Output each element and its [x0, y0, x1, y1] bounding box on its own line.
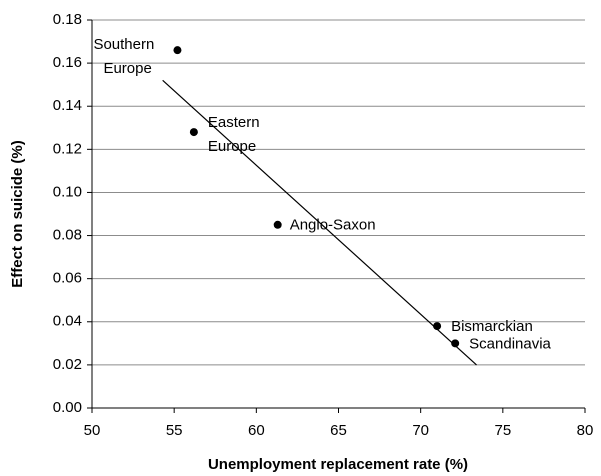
- x-axis-title: Unemployment replacement rate (%): [208, 456, 468, 473]
- x-tick-label: 65: [330, 422, 347, 439]
- x-tick-label: 50: [84, 422, 101, 439]
- y-tick-label: 0.12: [53, 140, 82, 157]
- y-tick-label: 0.02: [53, 356, 82, 373]
- y-axis-title: Effect on suicide (%): [9, 140, 26, 288]
- y-tick-label: 0.18: [53, 11, 82, 28]
- x-tick-label: 80: [577, 422, 594, 439]
- point-label: Eastern: [208, 114, 260, 131]
- point-label: Bismarckian: [451, 318, 533, 335]
- y-tick-label: 0.06: [53, 270, 82, 287]
- point: [273, 220, 282, 229]
- point-label: Scandinavia: [469, 335, 551, 352]
- x-tick-label: 55: [166, 422, 183, 439]
- point-label: Europe: [103, 60, 151, 77]
- y-tick-label: 0.16: [53, 54, 82, 71]
- point: [173, 46, 182, 55]
- point-label: Europe: [208, 138, 256, 155]
- x-tick-label: 70: [412, 422, 429, 439]
- y-tick-label: 0.14: [53, 97, 82, 114]
- point: [451, 339, 460, 348]
- y-tick-label: 0.04: [53, 313, 82, 330]
- y-tick-label: 0.00: [53, 399, 82, 416]
- trendline: [162, 79, 477, 366]
- point: [433, 322, 442, 331]
- y-tick-label: 0.08: [53, 227, 82, 244]
- point: [189, 128, 198, 137]
- point-label: Anglo-Saxon: [290, 217, 376, 234]
- x-tick-label: 60: [248, 422, 265, 439]
- y-tick-label: 0.10: [53, 183, 82, 200]
- point-label: Southern: [93, 36, 154, 53]
- x-tick-label: 75: [494, 422, 511, 439]
